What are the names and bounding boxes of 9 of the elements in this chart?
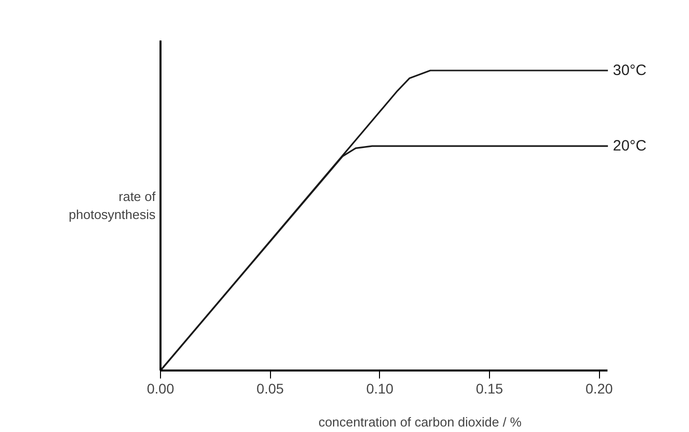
series-label: 20°C bbox=[612, 138, 647, 155]
x-tick-label: 0.20 bbox=[586, 380, 613, 396]
y-axis-title: rate of photosynthesis bbox=[68, 189, 156, 222]
x-tick-label: 0.10 bbox=[366, 380, 394, 396]
x-tick-label: 0.15 bbox=[476, 380, 504, 396]
x-tick-label: 0.00 bbox=[146, 380, 174, 396]
x-tick-label: 0.05 bbox=[256, 380, 284, 396]
series-label: 30°C bbox=[612, 62, 647, 79]
x-axis-title: concentration of carbon dioxide / % bbox=[318, 414, 522, 430]
